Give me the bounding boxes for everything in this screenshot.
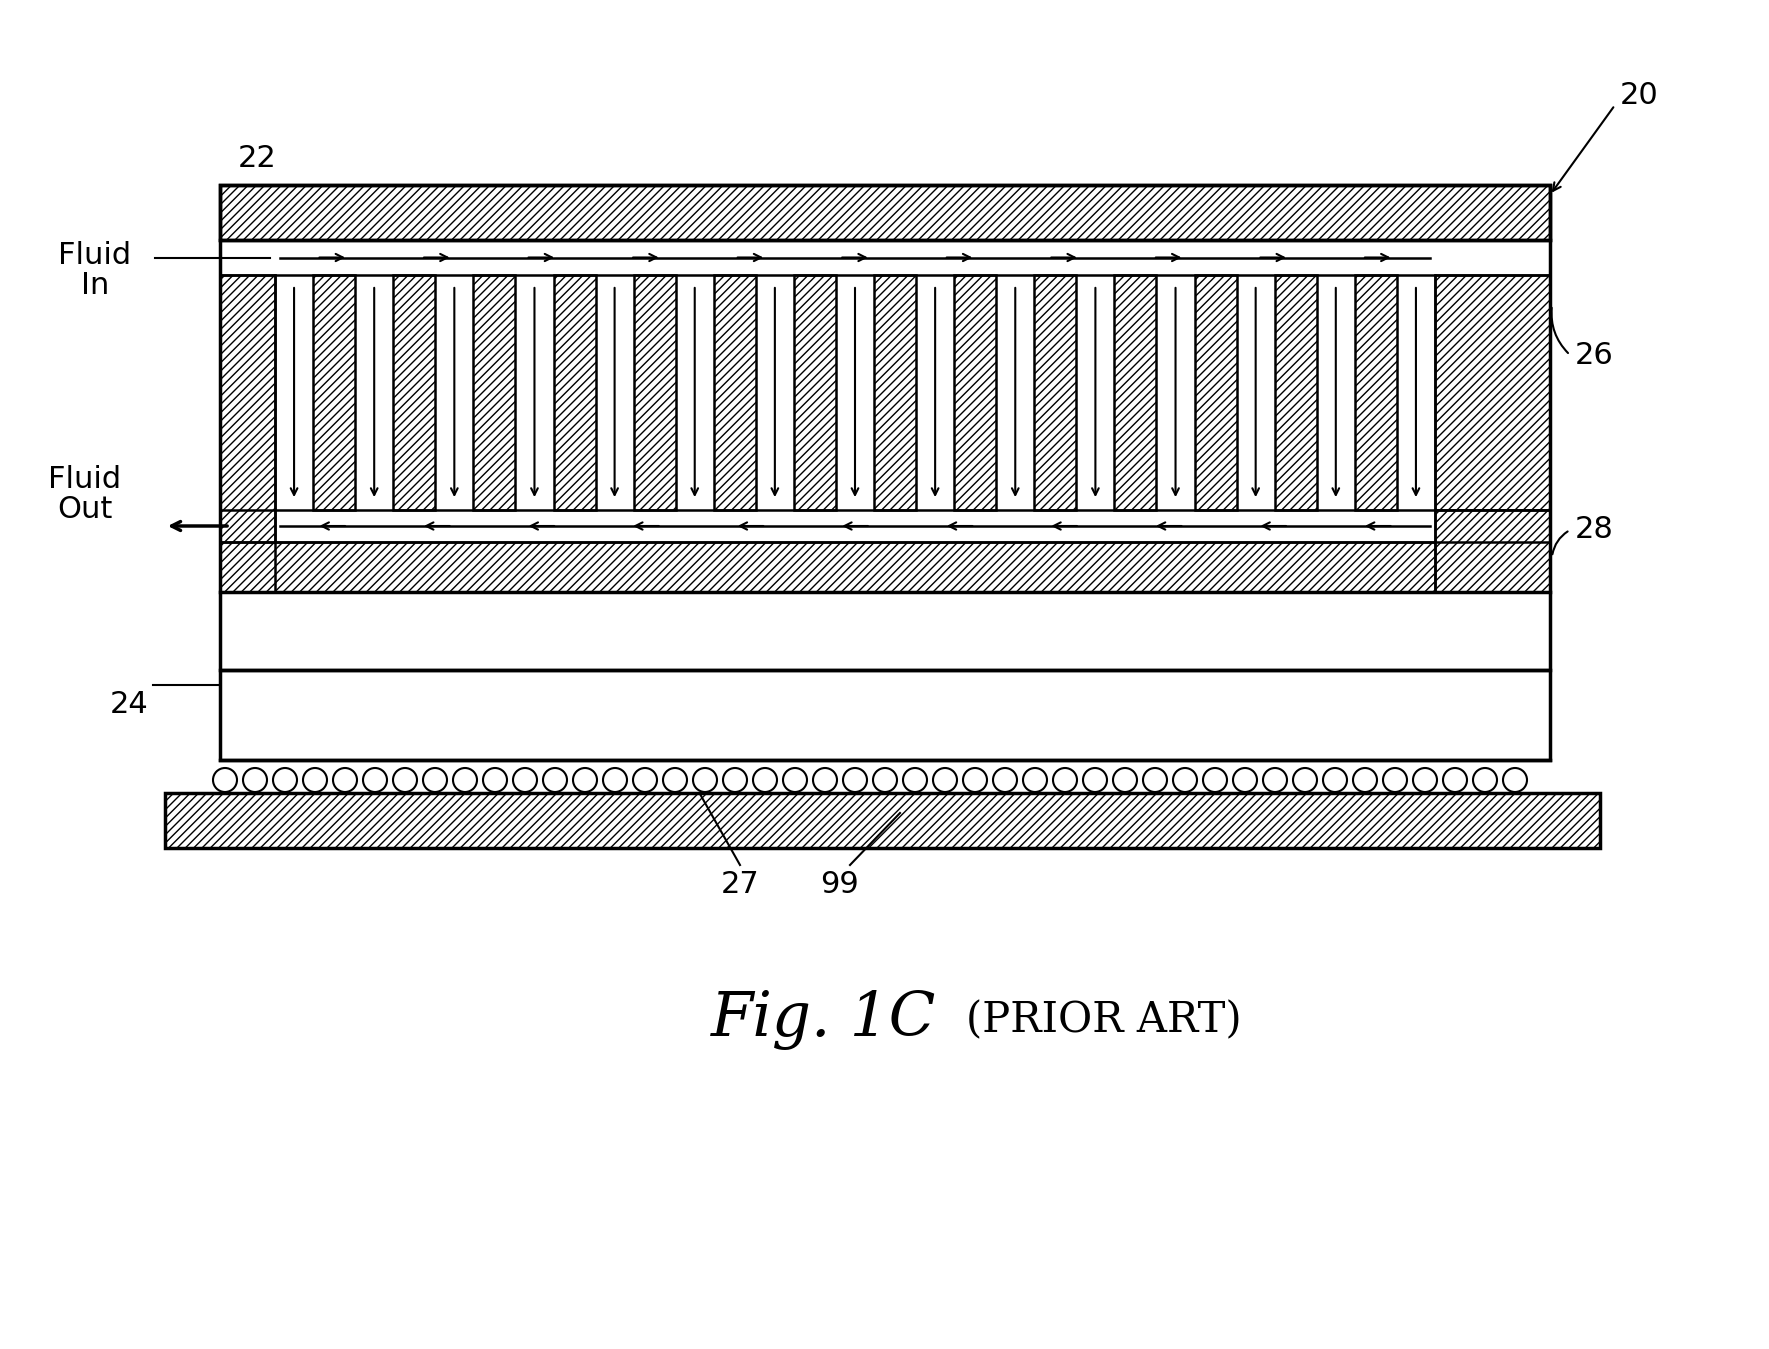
Bar — [874, 275, 916, 510]
Bar — [313, 275, 356, 510]
Circle shape — [423, 768, 448, 792]
Circle shape — [1353, 768, 1376, 792]
Circle shape — [1504, 768, 1527, 792]
Circle shape — [814, 768, 837, 792]
Bar — [1435, 275, 1550, 510]
Bar — [219, 185, 1550, 240]
Circle shape — [1022, 768, 1047, 792]
Circle shape — [1083, 768, 1107, 792]
Bar — [633, 275, 676, 510]
Circle shape — [1474, 768, 1497, 792]
Circle shape — [724, 768, 747, 792]
Text: 20: 20 — [1620, 81, 1659, 109]
Text: 99: 99 — [821, 870, 860, 898]
Circle shape — [1173, 768, 1198, 792]
Circle shape — [513, 768, 538, 792]
Circle shape — [1323, 768, 1346, 792]
Text: Fluid: Fluid — [48, 465, 122, 495]
Bar — [165, 793, 1599, 849]
Bar — [794, 275, 837, 510]
Circle shape — [932, 768, 957, 792]
Bar — [219, 670, 1550, 759]
Circle shape — [844, 768, 867, 792]
Text: 22: 22 — [239, 144, 276, 173]
Circle shape — [1263, 768, 1288, 792]
Bar — [219, 542, 1550, 592]
Circle shape — [212, 768, 237, 792]
Circle shape — [453, 768, 478, 792]
Bar — [715, 275, 755, 510]
Circle shape — [1113, 768, 1137, 792]
Circle shape — [872, 768, 897, 792]
Circle shape — [1203, 768, 1228, 792]
Circle shape — [603, 768, 626, 792]
Circle shape — [1444, 768, 1467, 792]
Circle shape — [1233, 768, 1258, 792]
Circle shape — [633, 768, 656, 792]
Bar — [554, 275, 596, 510]
Text: 26: 26 — [1574, 340, 1613, 370]
Circle shape — [573, 768, 596, 792]
Bar — [1275, 275, 1316, 510]
Bar — [393, 275, 435, 510]
Circle shape — [242, 768, 267, 792]
Circle shape — [483, 768, 508, 792]
Text: (PRIOR ART): (PRIOR ART) — [966, 1000, 1242, 1041]
Circle shape — [992, 768, 1017, 792]
Bar — [1194, 275, 1237, 510]
Circle shape — [784, 768, 807, 792]
Bar — [1355, 275, 1398, 510]
Circle shape — [1383, 768, 1406, 792]
Circle shape — [1143, 768, 1168, 792]
Bar — [1035, 275, 1076, 510]
Circle shape — [1413, 768, 1436, 792]
Text: Fig. 1C: Fig. 1C — [711, 990, 938, 1050]
Bar — [274, 510, 1435, 542]
Circle shape — [1293, 768, 1316, 792]
Circle shape — [693, 768, 716, 792]
Bar — [1114, 275, 1157, 510]
Bar — [274, 275, 1435, 510]
Text: Fluid: Fluid — [58, 240, 131, 270]
Circle shape — [302, 768, 327, 792]
Text: 24: 24 — [110, 689, 149, 719]
Circle shape — [333, 768, 357, 792]
Bar — [219, 185, 1550, 670]
Circle shape — [1053, 768, 1077, 792]
Text: In: In — [81, 271, 110, 299]
Bar — [1435, 510, 1550, 592]
Circle shape — [393, 768, 417, 792]
Circle shape — [543, 768, 568, 792]
Text: 28: 28 — [1574, 515, 1613, 545]
Text: 27: 27 — [720, 870, 759, 898]
Bar — [953, 275, 996, 510]
Bar — [474, 275, 515, 510]
Bar — [219, 275, 274, 592]
Circle shape — [663, 768, 686, 792]
Circle shape — [754, 768, 777, 792]
Text: Out: Out — [57, 495, 113, 525]
Circle shape — [902, 768, 927, 792]
Circle shape — [272, 768, 297, 792]
Bar — [219, 240, 1550, 275]
Circle shape — [962, 768, 987, 792]
Circle shape — [363, 768, 387, 792]
